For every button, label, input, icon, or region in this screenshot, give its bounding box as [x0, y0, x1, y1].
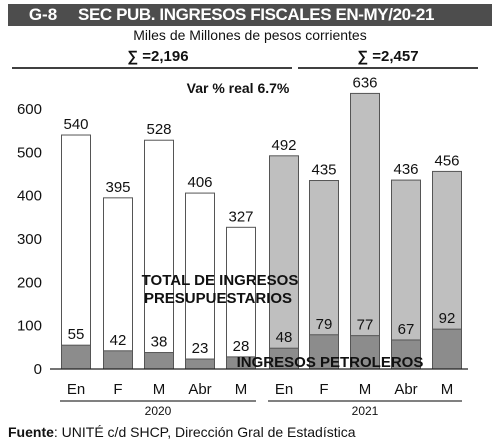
sum-2021-label: ∑ =2,457 — [357, 48, 418, 65]
x-tick-label: M — [153, 381, 166, 398]
data-label-total: 492 — [271, 137, 296, 154]
bar-total — [185, 192, 215, 370]
chart-subtitle: Miles de Millones de pesos corrientes — [133, 27, 367, 43]
x-tick-label: Abr — [188, 381, 211, 398]
x-tick-label: M — [359, 381, 372, 398]
bar-petroleros — [61, 344, 91, 370]
x-tick-label: En — [67, 381, 85, 398]
source-label: Fuente — [8, 424, 54, 440]
x-tick-label: M — [441, 381, 454, 398]
series-label-total: PRESUPUESTARIOS — [144, 290, 292, 307]
y-tick-label: 100 — [17, 318, 42, 335]
bar-petroleros — [185, 358, 215, 370]
data-label-petroleros: 79 — [316, 316, 333, 333]
year-label: 2021 — [352, 404, 379, 418]
y-tick-label: 600 — [17, 101, 42, 118]
data-label-total: 528 — [146, 121, 171, 138]
data-label-petroleros: 38 — [151, 334, 168, 351]
data-label-total: 636 — [352, 74, 377, 91]
x-tick-label: M — [235, 381, 248, 398]
series-label-petroleros: INGRESOS PETROLEROS — [237, 354, 424, 371]
data-label-total: 406 — [187, 174, 212, 191]
bar-petroleros — [144, 352, 174, 370]
bar-total — [269, 155, 299, 370]
data-label-petroleros: 48 — [276, 329, 293, 346]
data-label-total: 540 — [63, 116, 88, 133]
x-tick-label: F — [319, 381, 328, 398]
x-tick-label: Abr — [394, 381, 417, 398]
y-tick-label: 0 — [34, 361, 42, 378]
variation-annotation: Var % real 6.7% — [187, 80, 290, 96]
data-label-total: 327 — [228, 208, 253, 225]
bar-total — [226, 226, 256, 370]
sum-2020-label: ∑ =2,196 — [127, 48, 188, 65]
data-label-petroleros: 77 — [357, 317, 374, 334]
data-label-petroleros: 67 — [398, 321, 415, 338]
data-label-petroleros: 28 — [233, 338, 250, 355]
source-note: Fuente: UNITÉ c/d SHCP, Dirección Gral d… — [8, 424, 356, 440]
series-label-total: TOTAL DE INGRESOS — [142, 272, 299, 289]
figure-code: G-8 — [28, 5, 58, 24]
source-text: : UNITÉ c/d SHCP, Dirección Gral de Esta… — [53, 424, 356, 440]
bar-petroleros — [103, 350, 133, 370]
y-tick-label: 500 — [17, 144, 42, 161]
bar-petroleros — [391, 339, 421, 370]
data-label-total: 456 — [434, 152, 459, 169]
data-label-petroleros: 92 — [439, 310, 456, 327]
year-label: 2020 — [145, 404, 172, 418]
y-tick-label: 300 — [17, 231, 42, 248]
bar-petroleros — [350, 335, 380, 370]
title-bar: G-8 SEC PUB. INGRESOS FISCALES EN-MY/20-… — [8, 4, 492, 26]
data-label-petroleros: 42 — [110, 332, 127, 349]
x-tick-label: F — [113, 381, 122, 398]
data-label-total: 435 — [311, 162, 336, 179]
y-tick-label: 400 — [17, 188, 42, 205]
bar-total — [350, 92, 380, 370]
data-label-petroleros: 55 — [68, 326, 85, 343]
bar-petroleros — [432, 328, 462, 370]
y-tick-label: 200 — [17, 274, 42, 291]
x-tick-label: En — [275, 381, 293, 398]
bar-total — [61, 134, 91, 370]
data-label-total: 436 — [393, 161, 418, 178]
chart-title: SEC PUB. INGRESOS FISCALES EN-MY/20-21 — [78, 5, 435, 24]
data-label-total: 395 — [105, 179, 130, 196]
bar-total — [144, 139, 174, 370]
bar-total — [391, 179, 421, 370]
data-label-petroleros: 23 — [192, 340, 209, 357]
bar-total — [103, 197, 133, 370]
